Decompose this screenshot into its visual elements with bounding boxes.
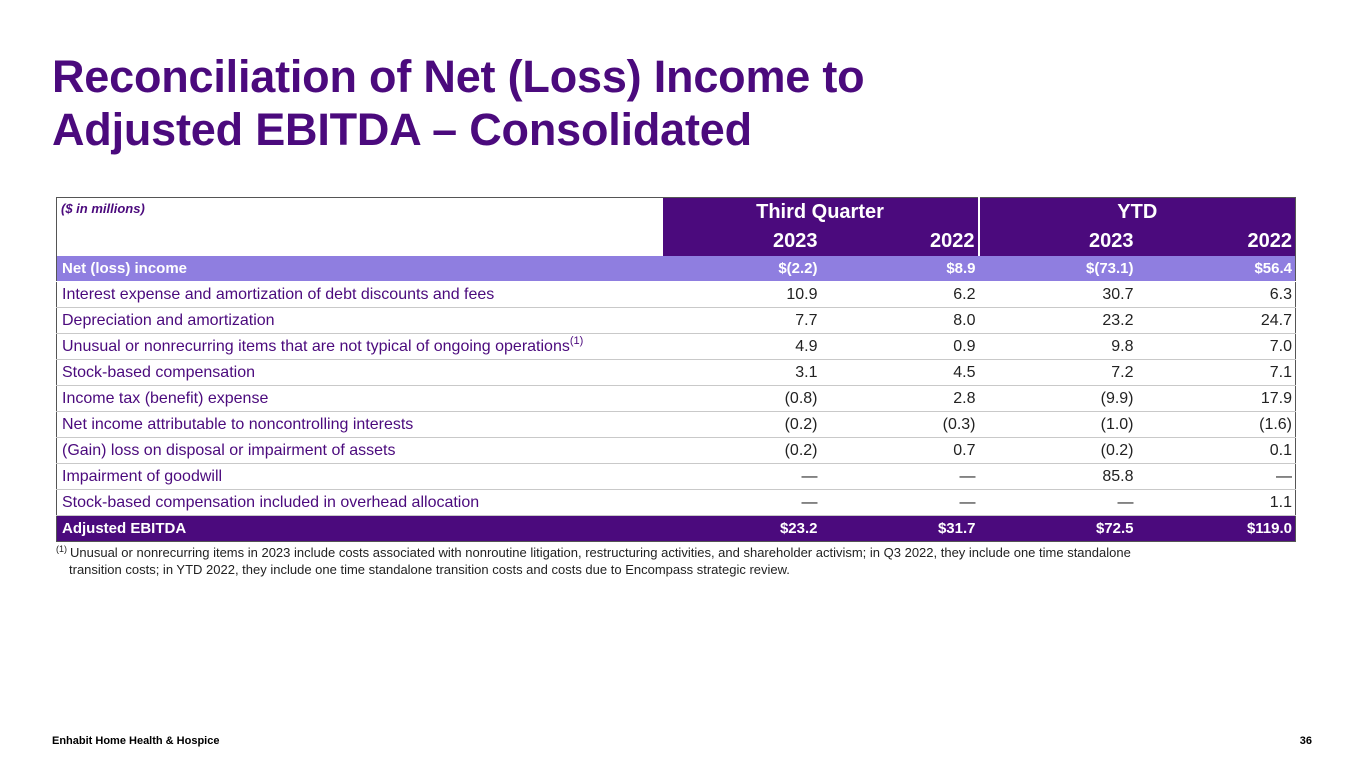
table-row: Net income attributable to noncontrollin… bbox=[56, 411, 1297, 438]
cell-value: 7.1 bbox=[1136, 359, 1297, 386]
row-label: (Gain) loss on disposal or impairment of… bbox=[56, 437, 663, 464]
cell-value: (9.9) bbox=[978, 385, 1137, 412]
cell-value: 0.1 bbox=[1136, 437, 1297, 464]
reconciliation-table: ($ in millions) Third Quarter YTD 2023 2… bbox=[56, 197, 1297, 542]
cell-value: 4.9 bbox=[662, 333, 821, 360]
footnote: (1) Unusual or nonrecurring items in 2023… bbox=[56, 541, 1286, 578]
cell-value: — bbox=[820, 489, 979, 516]
column-header-q3-2022: 2022 bbox=[820, 226, 979, 256]
cell-value: 3.1 bbox=[662, 359, 821, 386]
cell-value: $31.7 bbox=[820, 515, 979, 542]
table-row: Depreciation and amortization 7.7 8.0 23… bbox=[56, 307, 1297, 334]
cell-value: (0.3) bbox=[820, 411, 979, 438]
cell-value: 7.2 bbox=[978, 359, 1137, 386]
cell-value: 24.7 bbox=[1136, 307, 1297, 334]
row-label: Unusual or nonrecurring items that are n… bbox=[62, 337, 570, 355]
footnote-marker: (1) bbox=[56, 544, 67, 554]
row-label: Stock-based compensation included in ove… bbox=[56, 489, 663, 516]
row-label: Net (loss) income bbox=[56, 256, 663, 282]
cell-value: $72.5 bbox=[978, 515, 1137, 542]
cell-value: — bbox=[978, 489, 1137, 516]
table-row: (Gain) loss on disposal or impairment of… bbox=[56, 437, 1297, 464]
units-label: ($ in millions) bbox=[56, 197, 663, 256]
cell-value: 6.3 bbox=[1136, 281, 1297, 308]
slide-title-line-2: Adjusted EBITDA – Consolidated bbox=[52, 104, 752, 155]
cell-value: — bbox=[820, 463, 979, 490]
cell-value: $(2.2) bbox=[662, 256, 821, 282]
cell-value: $56.4 bbox=[1136, 256, 1297, 282]
row-label: Income tax (benefit) expense bbox=[56, 385, 663, 412]
row-label: Interest expense and amortization of deb… bbox=[56, 281, 663, 308]
table-row: Stock-based compensation included in ove… bbox=[56, 489, 1297, 516]
slide-title: Reconciliation of Net (Loss) Income to A… bbox=[52, 50, 865, 156]
cell-value: $23.2 bbox=[662, 515, 821, 542]
cell-value: 9.8 bbox=[978, 333, 1137, 360]
cell-value: $8.9 bbox=[820, 256, 979, 282]
cell-value: 4.5 bbox=[820, 359, 979, 386]
cell-value: 6.2 bbox=[820, 281, 979, 308]
column-header-q3-2023: 2023 bbox=[662, 226, 821, 256]
table-row: Impairment of goodwill — — 85.8 — bbox=[56, 463, 1297, 490]
table-row-net-loss-income: Net (loss) income $(2.2) $8.9 $(73.1) $5… bbox=[56, 256, 1297, 282]
cell-value: (0.2) bbox=[662, 437, 821, 464]
cell-value: 1.1 bbox=[1136, 489, 1297, 516]
column-header-ytd-2022: 2022 bbox=[1136, 226, 1297, 256]
row-label: Net income attributable to noncontrollin… bbox=[56, 411, 663, 438]
cell-value: (1.6) bbox=[1136, 411, 1297, 438]
row-label-with-footnote: Unusual or nonrecurring items that are n… bbox=[56, 333, 663, 360]
cell-value: — bbox=[1136, 463, 1297, 490]
row-label: Depreciation and amortization bbox=[56, 307, 663, 334]
cell-value: 7.0 bbox=[1136, 333, 1297, 360]
cell-value: $119.0 bbox=[1136, 515, 1297, 542]
cell-value: 0.7 bbox=[820, 437, 979, 464]
cell-value: — bbox=[662, 489, 821, 516]
cell-value: (0.2) bbox=[662, 411, 821, 438]
page-number: 36 bbox=[1299, 735, 1312, 747]
column-header-ytd-2023: 2023 bbox=[977, 226, 1137, 256]
cell-value: (1.0) bbox=[978, 411, 1137, 438]
cell-value: 17.9 bbox=[1136, 385, 1297, 412]
cell-value: $(73.1) bbox=[978, 256, 1137, 282]
footnote-text-line-2: transition costs; in YTD 2022, they incl… bbox=[69, 562, 790, 577]
table-row: Income tax (benefit) expense (0.8) 2.8 (… bbox=[56, 385, 1297, 412]
row-label: Stock-based compensation bbox=[56, 359, 663, 386]
cell-value: 10.9 bbox=[662, 281, 821, 308]
table-row: Interest expense and amortization of deb… bbox=[56, 281, 1297, 308]
cell-value: 2.8 bbox=[820, 385, 979, 412]
row-label: Adjusted EBITDA bbox=[56, 515, 663, 542]
cell-value: 23.2 bbox=[978, 307, 1137, 334]
cell-value: (0.8) bbox=[662, 385, 821, 412]
cell-value: 30.7 bbox=[978, 281, 1137, 308]
cell-value: 0.9 bbox=[820, 333, 979, 360]
cell-value: 8.0 bbox=[820, 307, 979, 334]
column-group-ytd: YTD bbox=[977, 197, 1297, 226]
footer-company-name: Enhabit Home Health & Hospice bbox=[52, 735, 220, 747]
footnote-reference: (1) bbox=[569, 334, 584, 347]
footnote-text-line-1: Unusual or nonrecurring items in 2023 in… bbox=[70, 545, 1131, 560]
table-row-adjusted-ebitda: Adjusted EBITDA $23.2 $31.7 $72.5 $119.0 bbox=[56, 515, 1297, 542]
cell-value: (0.2) bbox=[978, 437, 1137, 464]
table-row: Stock-based compensation 3.1 4.5 7.2 7.1 bbox=[56, 359, 1297, 386]
cell-value: 85.8 bbox=[978, 463, 1137, 490]
column-group-third-quarter: Third Quarter bbox=[662, 197, 979, 226]
cell-value: — bbox=[662, 463, 821, 490]
cell-value: 7.7 bbox=[662, 307, 821, 334]
row-label: Impairment of goodwill bbox=[56, 463, 663, 490]
table-row: Unusual or nonrecurring items that are n… bbox=[56, 333, 1297, 360]
slide-title-line-1: Reconciliation of Net (Loss) Income to bbox=[52, 51, 865, 102]
